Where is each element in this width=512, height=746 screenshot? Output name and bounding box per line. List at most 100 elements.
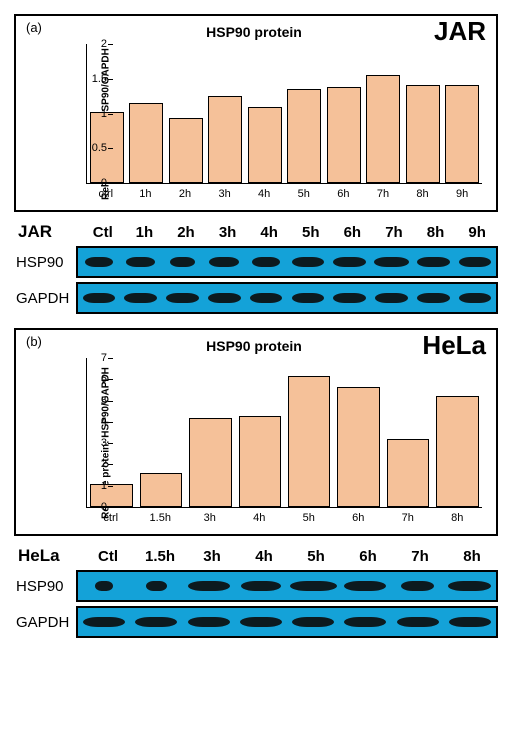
band — [166, 293, 199, 303]
blot-time-label: 7h — [394, 548, 446, 565]
blot-strip — [76, 246, 498, 278]
band-slot — [339, 572, 391, 600]
bar-slot — [186, 358, 235, 507]
bar — [288, 376, 330, 507]
bar-slot — [383, 358, 432, 507]
ytick: 6 — [81, 373, 107, 385]
panel-b-xlabels: ctrl1.5h3h4h5h6h7h8h — [86, 508, 482, 528]
xlabel: 6h — [324, 184, 364, 204]
bar-slot — [206, 44, 246, 183]
band — [83, 293, 114, 303]
bar-slot — [127, 44, 167, 183]
band-slot — [444, 608, 496, 636]
xlabel: 4h — [244, 184, 284, 204]
band — [417, 257, 450, 267]
band — [374, 257, 410, 267]
band — [85, 257, 113, 267]
xlabel: 8h — [403, 184, 443, 204]
band-slot — [412, 284, 454, 312]
band-slot — [371, 284, 413, 312]
band — [126, 257, 155, 267]
blot-time-label: 4h — [248, 224, 290, 241]
blot-time-label: Ctl — [82, 224, 124, 241]
blot-row: HSP90 — [14, 570, 498, 602]
blot-time-label: 3h — [207, 224, 249, 241]
blot-strip — [76, 282, 498, 314]
panel-a: (a) JAR HSP90 protein Relative protein: … — [14, 14, 498, 212]
band — [208, 293, 241, 303]
xlabel: 1.5h — [136, 508, 186, 528]
band — [290, 581, 337, 591]
band-slot — [245, 248, 287, 276]
bar-slot — [334, 358, 383, 507]
ytick: 4 — [81, 416, 107, 428]
blot-time-label: 7h — [373, 224, 415, 241]
bar-slot — [364, 44, 404, 183]
panel-b-tag: (b) — [26, 334, 42, 349]
band — [188, 581, 230, 591]
band-slot — [183, 572, 235, 600]
band-slot — [235, 572, 287, 600]
ytick: 0.5 — [81, 142, 107, 154]
panel-a-xlabels: ctrl1h2h3h4h5h6h7h8h9h — [86, 184, 482, 204]
blot-time-label: 2h — [165, 224, 207, 241]
blot-a: JAR Ctl1h2h3h4h5h6h7h8h9h HSP90GAPDH — [14, 222, 498, 314]
bar — [140, 473, 182, 507]
band-slot — [162, 248, 204, 276]
band — [292, 293, 325, 303]
ytick: 3 — [81, 437, 107, 449]
band — [449, 617, 491, 627]
band — [83, 617, 125, 627]
blot-a-header: JAR Ctl1h2h3h4h5h6h7h8h9h — [14, 222, 498, 242]
ytick: 1 — [81, 108, 107, 120]
blot-time-label: Ctl — [82, 548, 134, 565]
band — [146, 581, 167, 591]
blot-b-rows: HSP90GAPDH — [14, 570, 498, 638]
blot-row-label: HSP90 — [14, 578, 76, 595]
band-slot — [287, 284, 329, 312]
bar — [287, 89, 321, 183]
xlabel: 7h — [383, 508, 433, 528]
band-slot — [78, 284, 120, 312]
blot-b-times: Ctl1.5h3h4h5h6h7h8h — [82, 548, 498, 565]
blot-time-label: 1h — [124, 224, 166, 241]
ytick: 2 — [81, 38, 107, 50]
band — [135, 617, 177, 627]
band-slot — [120, 248, 162, 276]
xlabel: 9h — [442, 184, 482, 204]
xlabel: 5h — [284, 508, 334, 528]
bar-slot — [245, 44, 285, 183]
blot-b-header: HeLa Ctl1.5h3h4h5h6h7h8h — [14, 546, 498, 566]
band — [459, 257, 491, 267]
blot-time-label: 3h — [186, 548, 238, 565]
blot-strip — [76, 570, 498, 602]
bar — [208, 96, 242, 183]
xlabel: 3h — [185, 508, 235, 528]
xlabel: 1h — [126, 184, 166, 204]
ytick: 7 — [81, 352, 107, 364]
band — [333, 257, 366, 267]
band — [252, 257, 280, 267]
bar — [387, 439, 429, 507]
bar-slot — [285, 44, 325, 183]
band — [448, 581, 491, 591]
band-slot — [392, 608, 444, 636]
band-slot — [287, 608, 339, 636]
band — [397, 617, 439, 627]
bar — [169, 118, 203, 183]
band-slot — [78, 572, 130, 600]
band-slot — [203, 248, 245, 276]
band — [188, 617, 230, 627]
blot-time-label: 1.5h — [134, 548, 186, 565]
band-slot — [444, 572, 496, 600]
blot-time-label: 9h — [456, 224, 498, 241]
bar-slot — [235, 358, 284, 507]
bar — [445, 85, 479, 183]
bar — [129, 103, 163, 183]
panel-a-plot: Relative protein: HSP90/GAPDH 00.511.52 … — [62, 44, 482, 204]
band — [401, 581, 433, 591]
bar — [189, 418, 231, 507]
band — [375, 293, 408, 303]
xlabel: 7h — [363, 184, 403, 204]
ytick: 2 — [81, 458, 107, 470]
